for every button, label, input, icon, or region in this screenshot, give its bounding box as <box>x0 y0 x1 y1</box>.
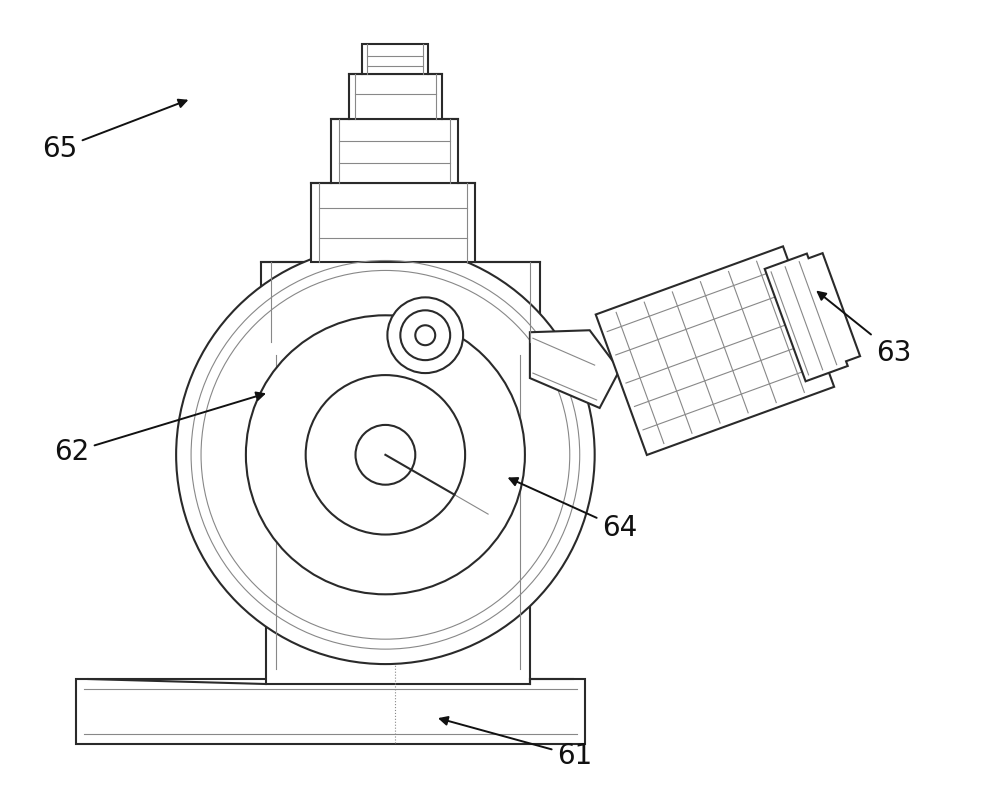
Bar <box>331 119 458 183</box>
Bar <box>261 263 540 342</box>
Text: 61: 61 <box>440 717 592 770</box>
Circle shape <box>246 316 525 594</box>
Bar <box>362 44 428 74</box>
Circle shape <box>306 375 465 534</box>
Text: 62: 62 <box>54 392 264 466</box>
Text: 65: 65 <box>42 99 186 163</box>
Circle shape <box>387 297 463 373</box>
Bar <box>76 679 585 744</box>
Polygon shape <box>596 247 834 455</box>
Polygon shape <box>530 330 620 408</box>
Circle shape <box>400 310 450 360</box>
Circle shape <box>415 325 435 345</box>
Text: 64: 64 <box>509 478 637 542</box>
Circle shape <box>356 425 415 485</box>
Text: 63: 63 <box>818 292 911 367</box>
Bar <box>311 183 475 263</box>
Circle shape <box>176 246 595 664</box>
Bar <box>349 74 442 119</box>
Polygon shape <box>765 253 860 381</box>
Bar <box>266 340 530 684</box>
